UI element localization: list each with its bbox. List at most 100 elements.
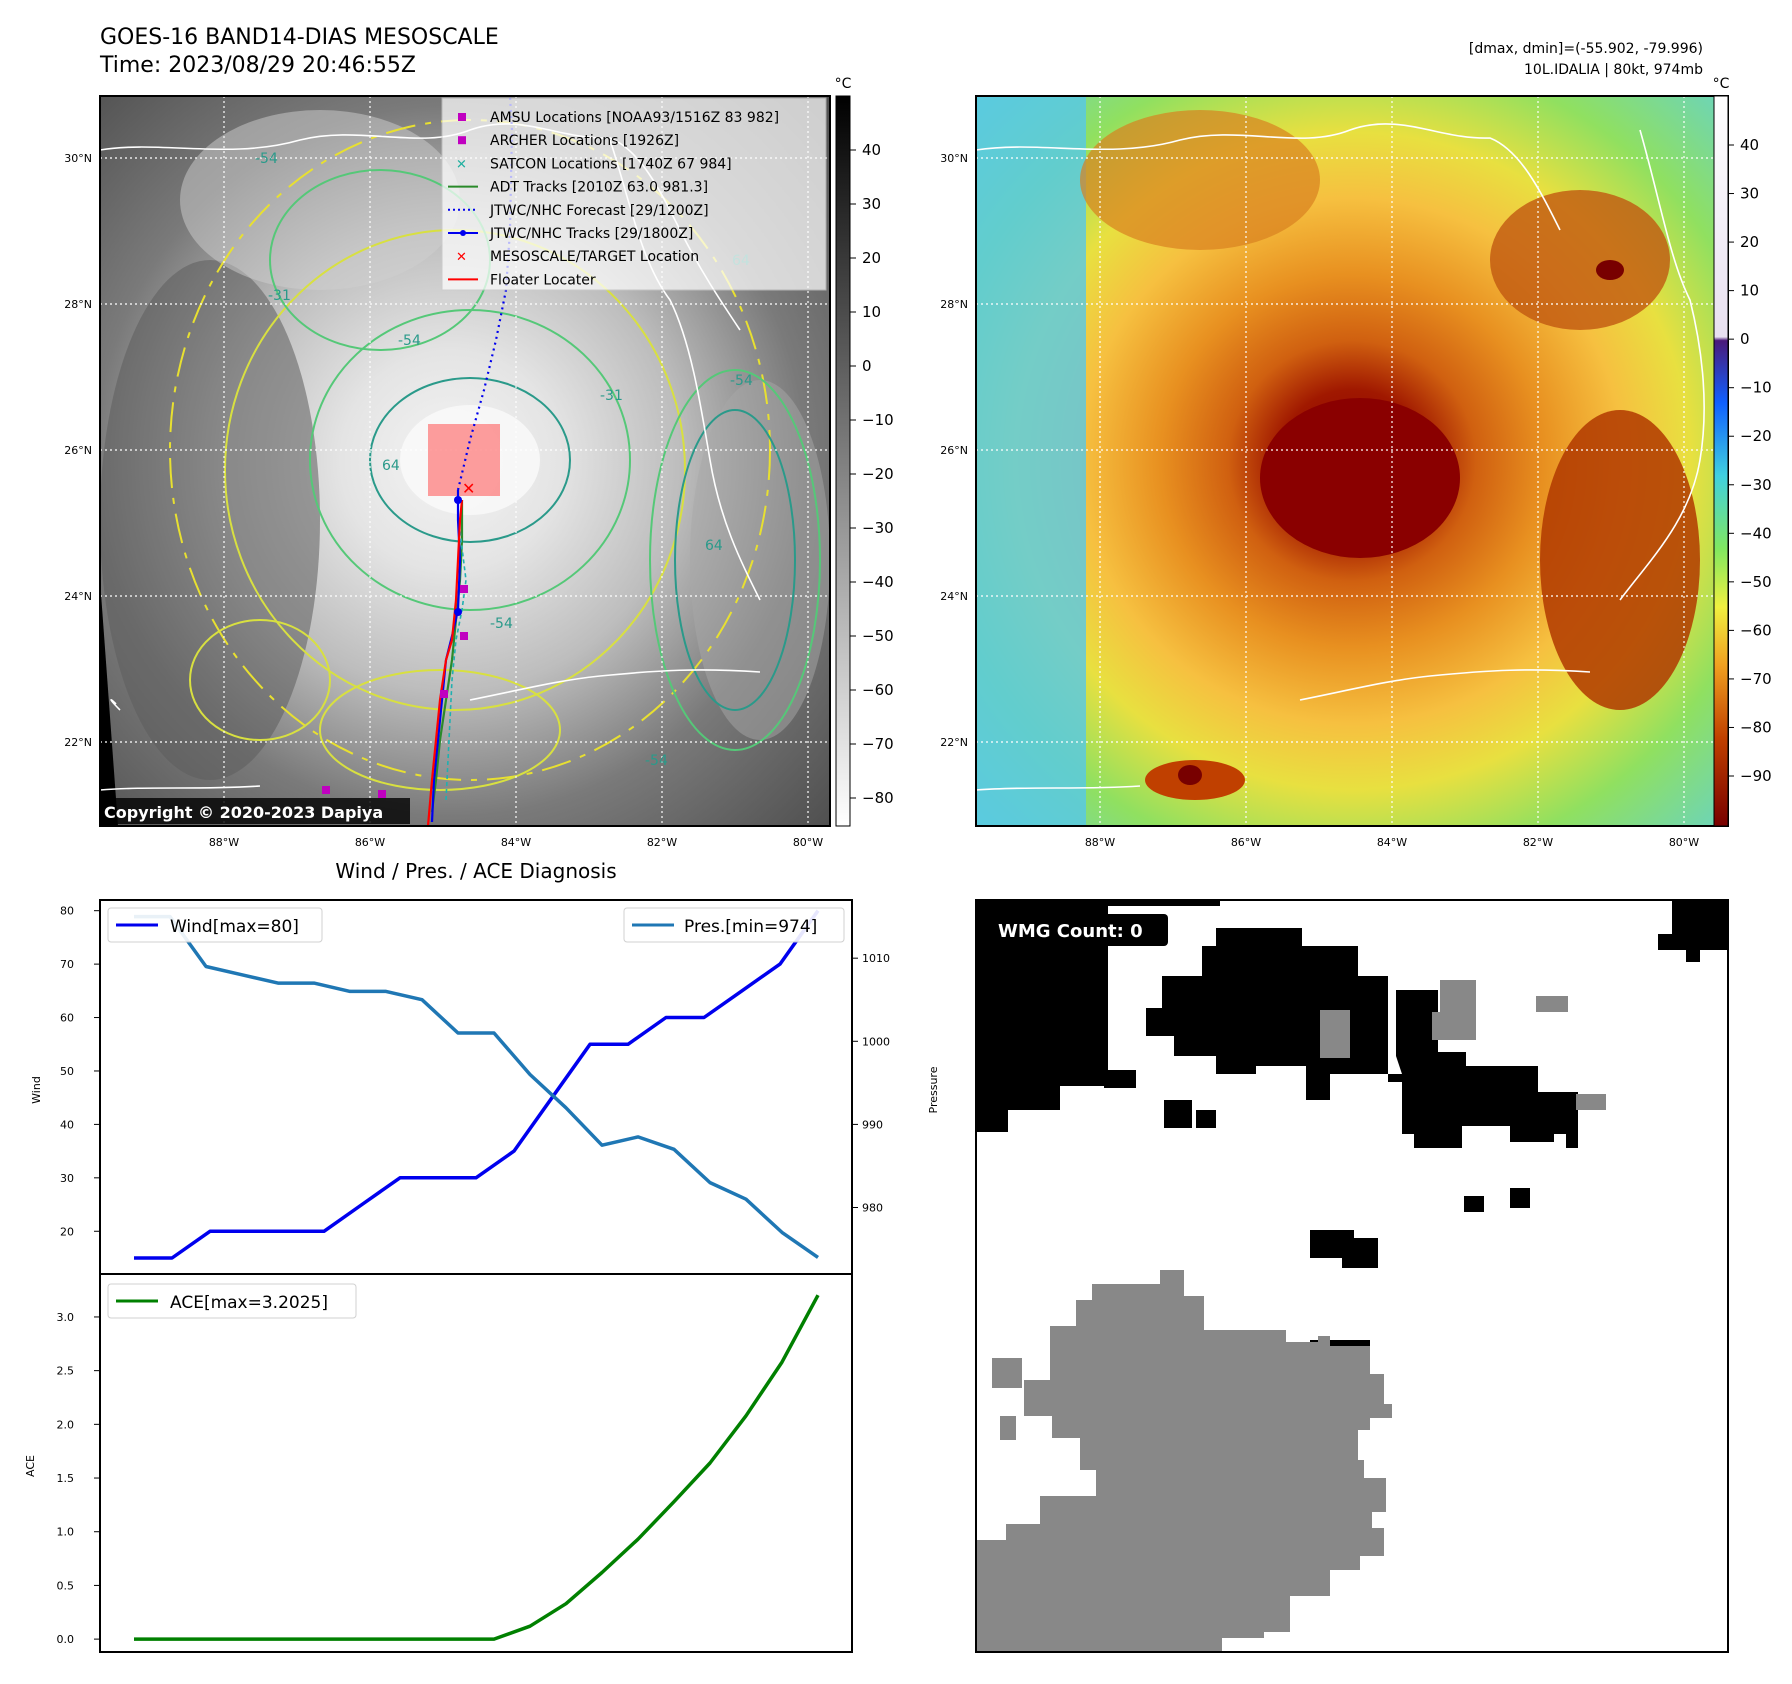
colorbar-tick-label: −30 [1740,476,1772,494]
svg-text:-31: -31 [268,288,291,304]
legend-dot-marker [460,230,466,236]
colorbar-tick-label: −50 [1740,573,1772,591]
legend-item-label: ARCHER Locations [1926Z] [490,133,679,149]
y-tick-label: 50 [60,1065,74,1078]
y-tick-label: 2.0 [57,1418,75,1431]
y2-tick-label: 980 [862,1202,883,1215]
legend-x-marker: ✕ [456,157,467,172]
legend-item-label: ADT Tracks [2010Z 63.0 981.3] [490,180,708,196]
y-tick-label: 2.5 [57,1365,75,1378]
svg-text:30°N: 30°N [940,152,968,165]
y-tick-label: 1.5 [57,1472,75,1485]
wind-legend-label: Wind[max=80] [170,917,299,937]
y-tick-label: 70 [60,958,74,971]
colorbar-tick-label: −50 [862,627,894,645]
svg-text:88°W: 88°W [1085,836,1115,849]
colorbar-tick-label: −70 [862,735,894,753]
svg-text:-54: -54 [645,753,668,769]
map-legend: AMSU Locations [NOAA93/1516Z 83 982] ARCH… [441,97,827,291]
colorbar-tick-label: 10 [862,303,881,321]
svg-text:86°W: 86°W [1231,836,1261,849]
y-tick-label: 40 [60,1118,74,1131]
svg-text:82°W: 82°W [647,836,677,849]
colorbar-tick-label: 40 [862,141,881,159]
wmg-panel: WMG Count: 0 [975,899,1729,1653]
gray-colorbar: °C 40 30 20 10 0 −10 −20 −30 −40 −50 −60 −70 −80 [835,76,894,827]
y-tick-label: 0.0 [57,1633,75,1646]
svg-text:24°N: 24°N [940,590,968,603]
svg-text:-54: -54 [398,333,421,349]
wind-legend: Wind[max=80] [107,907,323,943]
floater-box [428,424,500,496]
colorbar-tick-label: −80 [1740,718,1772,736]
colorbar-tick-label: −10 [1740,379,1772,397]
storm-info-label: 10L.IDALIA | 80kt, 974mb [1524,62,1703,78]
svg-text:64: 64 [382,458,400,474]
svg-text:82°W: 82°W [1523,836,1553,849]
colorbar-tick-label: 0 [1740,330,1750,348]
colorbar-tick-label: −20 [1740,427,1772,445]
legend-item: ✕ SATCON Locations [1740Z 67 984] [456,156,732,172]
dmax-dmin-label: [dmax, dmin]=(-55.902, -79.996) [1469,41,1703,57]
legend-item-label: SATCON Locations [1740Z 67 984] [490,156,732,172]
copyright-text: Copyright © 2020-2023 Dapiya [104,803,383,822]
colorbar-tick-label: 30 [1740,185,1759,203]
floater-locater-track [426,499,464,826]
svg-text:-54: -54 [730,373,753,389]
legend-item: JTWC/NHC Tracks [29/1800Z] [448,226,693,242]
ir-color-map [976,96,1728,826]
wind-axis-label: Wind [30,1076,43,1104]
ace-axis-label: ACE [24,1455,37,1477]
adt-track [430,500,464,813]
svg-text:30°N: 30°N [64,152,92,165]
colorbar-tick-label: −60 [1740,621,1772,639]
colorbar-tick-label: −80 [862,789,894,807]
svg-text:84°W: 84°W [501,836,531,849]
left-map-lat-labels: 30°N 28°N 26°N 24°N 22°N [64,152,92,749]
svg-text:28°N: 28°N [940,298,968,311]
right-map-lat-labels: 30°N 28°N 26°N 24°N 22°N [940,152,968,749]
ir-grayscale-map-frame [99,95,831,827]
svg-text:22°N: 22°N [940,736,968,749]
ace-line [134,1294,820,1641]
colorbar-tick-label: −40 [862,573,894,591]
copyright-box: Copyright © 2020-2023 Dapiya [100,798,410,824]
y-tick-label: 0.5 [57,1579,75,1592]
legend-item: JTWC/NHC Forecast [29/1200Z] [448,203,709,219]
y-tick-label: 80 [60,905,74,918]
svg-text:24°N: 24°N [64,590,92,603]
wind-line [134,909,820,1260]
colorbar-tick-label: −40 [1740,524,1772,542]
colorbar-tick-label: −30 [862,519,894,537]
svg-text:84°W: 84°W [1377,836,1407,849]
legend-item-label: AMSU Locations [NOAA93/1516Z 83 982] [490,110,779,126]
wind-pressure-panel: 80 70 60 50 40 30 20 1010 1000 990 980 Wind Press… [30,899,940,1275]
colorbar-tick-label: −60 [862,681,894,699]
color-colorbar-unit: °C [1713,76,1730,92]
legend-item-label: JTWC/NHC Tracks [29/1800Z] [489,226,693,242]
y-tick-label: 1.0 [57,1526,75,1539]
svg-text:-31: -31 [600,388,623,404]
legend-item-label: JTWC/NHC Forecast [29/1200Z] [489,203,709,219]
svg-text:64: 64 [705,538,723,554]
right-map-lon-labels: 88°W 86°W 84°W 82°W 80°W [1085,836,1699,849]
pressure-legend-label: Pres.[min=974] [684,917,817,937]
target-x-marker: ✕ [462,479,475,498]
figure-time: Time: 2023/08/29 20:46:55Z [99,53,416,78]
legend-item: ✕ MESOSCALE/TARGET Location [456,249,699,265]
diagnosis-title: Wind / Pres. / ACE Diagnosis [335,859,616,883]
ace-legend: ACE[max=3.2025] [107,1283,357,1319]
y-tick-label: 3.0 [57,1311,75,1324]
pressure-axis-label: Pressure [927,1066,940,1113]
colorbar-tick-label: −70 [1740,670,1772,688]
legend-item: Floater Locater [448,272,596,288]
color-colorbar: °C 40 30 20 10 0 −10 −20 −30 −40 −50 −60 −70 −80 −90 [1713,76,1772,827]
legend-item-label: MESOSCALE/TARGET Location [490,249,699,265]
y-tick-label: 20 [60,1225,74,1238]
wmg-count-badge: WMG Count: 0 [990,914,1168,946]
gray-colorbar-unit: °C [835,76,852,92]
colorbar-tick-label: 40 [1740,136,1759,154]
colorbar-tick-label: −10 [862,411,894,429]
ace-legend-label: ACE[max=3.2025] [170,1293,328,1313]
